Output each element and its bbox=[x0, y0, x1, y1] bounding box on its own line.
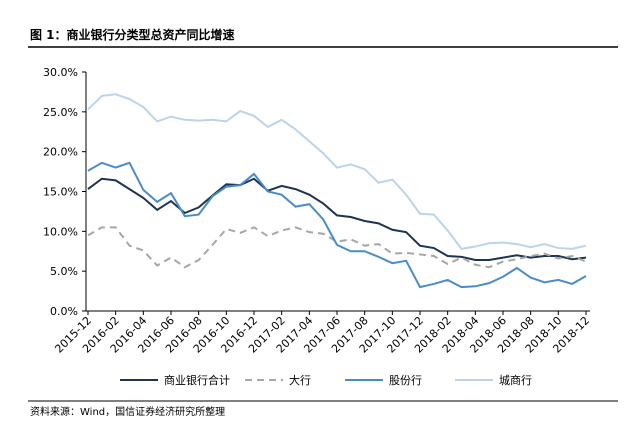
y-tick-label: 30.0% bbox=[43, 66, 78, 79]
series-line bbox=[87, 93, 587, 250]
series-line bbox=[87, 226, 587, 269]
y-tick-label: 15.0% bbox=[43, 186, 78, 199]
y-tick-label: 25.0% bbox=[43, 106, 78, 119]
legend-label: 大行 bbox=[289, 373, 311, 387]
legend-label: 城商行 bbox=[499, 373, 532, 387]
legend-label: 股份行 bbox=[389, 374, 422, 387]
source: 资料来源：Wind，国信证券经济研究所整理 bbox=[30, 405, 225, 418]
y-tick-label: 5.0% bbox=[50, 265, 78, 278]
series-line bbox=[87, 177, 587, 262]
y-tick-label: 0.0% bbox=[50, 305, 78, 318]
y-tick-label: 20.0% bbox=[43, 146, 78, 159]
y-tick-label: 10.0% bbox=[43, 225, 78, 238]
chart-title: 图 1：商业银行分类型总资产同比增速 bbox=[30, 27, 235, 42]
series-line bbox=[87, 161, 587, 289]
legend-label: 商业银行合计 bbox=[164, 373, 230, 387]
